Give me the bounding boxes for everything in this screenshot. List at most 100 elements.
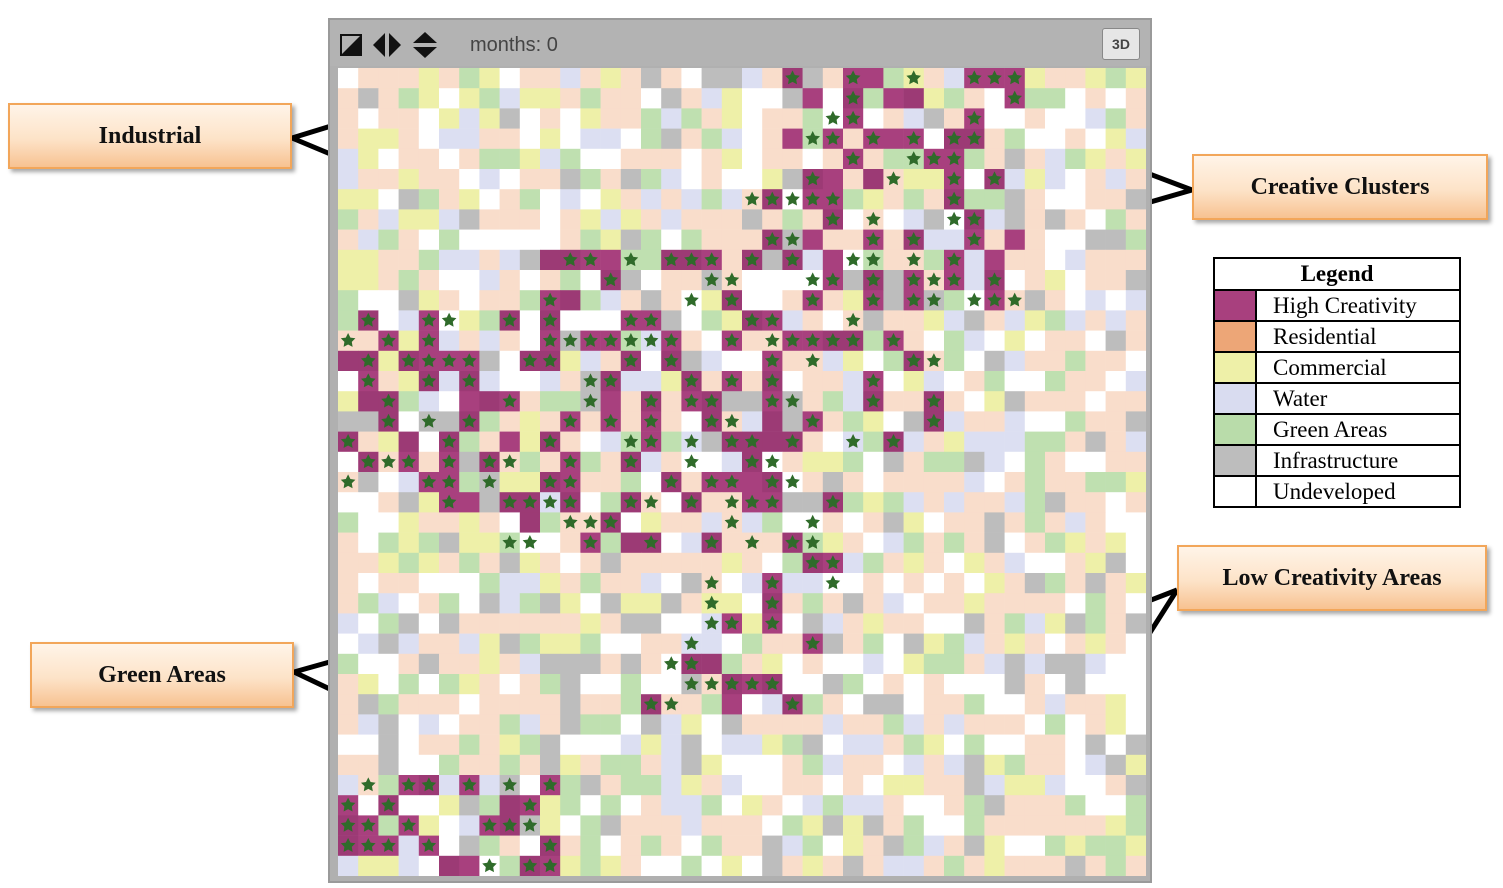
agent-marker xyxy=(744,454,760,469)
grid-cell xyxy=(964,815,985,836)
grid-cell xyxy=(742,512,763,533)
grid-cell xyxy=(822,532,844,554)
grid-cell xyxy=(822,633,844,655)
grid-cell xyxy=(1045,68,1066,89)
grid-cell xyxy=(742,633,763,655)
grid-cell xyxy=(843,209,864,230)
grid-cell xyxy=(540,169,561,190)
grid-cell xyxy=(944,431,965,453)
grid-cell xyxy=(681,694,702,715)
grid-cell xyxy=(338,734,359,756)
grid-cell xyxy=(701,552,723,574)
grid-cell xyxy=(964,593,985,614)
grid-cell xyxy=(560,795,581,816)
grid-cell xyxy=(479,593,500,614)
grid-cell xyxy=(944,734,965,756)
grid-cell xyxy=(944,512,965,533)
agent-marker xyxy=(744,312,760,327)
grid-cell xyxy=(519,310,541,331)
grid-cell xyxy=(944,88,965,109)
agent-marker xyxy=(542,777,558,792)
agent-marker xyxy=(724,676,740,691)
grid-cell xyxy=(519,472,541,493)
grid-cell xyxy=(378,512,399,533)
grid-cell xyxy=(944,795,965,816)
grid-cell xyxy=(964,714,985,735)
grid-cell xyxy=(721,108,743,129)
grid-cell xyxy=(843,472,864,493)
grid-cell xyxy=(822,350,844,372)
grid-cell xyxy=(984,532,1005,554)
zoom-fit-icon[interactable] xyxy=(340,32,362,58)
agent-marker xyxy=(724,272,740,287)
grid-cell xyxy=(661,290,682,311)
grid-cell xyxy=(923,451,945,473)
grid-cell xyxy=(964,350,985,372)
grid-cell xyxy=(762,815,783,836)
grid-cell xyxy=(1045,573,1066,594)
grid-cell xyxy=(1105,613,1127,634)
grid-cell xyxy=(580,633,601,655)
grid-cell xyxy=(964,855,985,876)
grid-cell xyxy=(600,310,622,331)
grid-cell xyxy=(1125,775,1146,796)
grid-cell xyxy=(1125,229,1146,251)
grid-cell xyxy=(762,754,783,776)
expand-vertical-icon[interactable] xyxy=(412,32,438,58)
grid-cell xyxy=(1024,835,1046,857)
grid-cell xyxy=(479,653,500,675)
grid-cell xyxy=(1065,391,1086,412)
grid-cell xyxy=(742,350,763,372)
grid-cell xyxy=(863,593,884,614)
grid-cell xyxy=(923,815,945,836)
grid-cell xyxy=(762,88,783,109)
agent-marker xyxy=(946,191,962,206)
grid-cell xyxy=(540,532,561,554)
agent-marker xyxy=(704,413,719,428)
grid-cell xyxy=(499,835,521,857)
grid-cell xyxy=(863,532,884,554)
grid-cell xyxy=(358,855,379,876)
agent-marker xyxy=(926,272,942,287)
grid-cell xyxy=(721,633,743,655)
grid-cell xyxy=(620,371,642,392)
grid-cell xyxy=(822,148,844,170)
grid-cell xyxy=(802,148,824,170)
grid-cell xyxy=(782,734,803,756)
legend-table: Legend High Creativity Residential Comme… xyxy=(1213,257,1461,508)
grid-cell xyxy=(742,795,763,816)
grid-cell xyxy=(479,189,500,210)
view-3d-button[interactable]: 3D xyxy=(1102,28,1140,60)
grid-cell xyxy=(499,68,521,89)
agent-marker xyxy=(765,393,780,408)
grid-cell xyxy=(721,754,743,776)
agent-marker xyxy=(603,373,618,388)
grid-cell xyxy=(883,189,904,210)
grid-cell xyxy=(782,492,803,513)
grid-cell xyxy=(681,189,702,210)
grid-cell xyxy=(1024,754,1046,776)
grid-cell xyxy=(398,169,420,190)
agent-marker xyxy=(542,333,558,347)
grid-cell xyxy=(1024,775,1046,796)
grid-cell xyxy=(1105,674,1127,695)
grid-cell xyxy=(802,209,824,230)
grid-cell xyxy=(560,775,581,796)
grid-cell xyxy=(540,108,561,129)
grid-cell xyxy=(944,492,965,513)
agent-marker xyxy=(825,131,841,145)
grid-cell xyxy=(580,411,601,432)
grid-cell xyxy=(418,633,440,655)
grid-cell xyxy=(843,754,864,776)
grid-cell xyxy=(378,754,399,776)
grid-cell xyxy=(338,371,359,392)
grid-cell xyxy=(701,451,723,473)
grid-cell xyxy=(459,512,480,533)
grid-cell xyxy=(843,371,864,392)
grid-cell xyxy=(964,835,985,857)
grid-cell xyxy=(641,552,662,574)
expand-horizontal-icon[interactable] xyxy=(372,32,402,58)
agent-marker xyxy=(361,312,376,327)
grid-cell xyxy=(802,249,824,271)
grid-cell xyxy=(863,734,884,756)
